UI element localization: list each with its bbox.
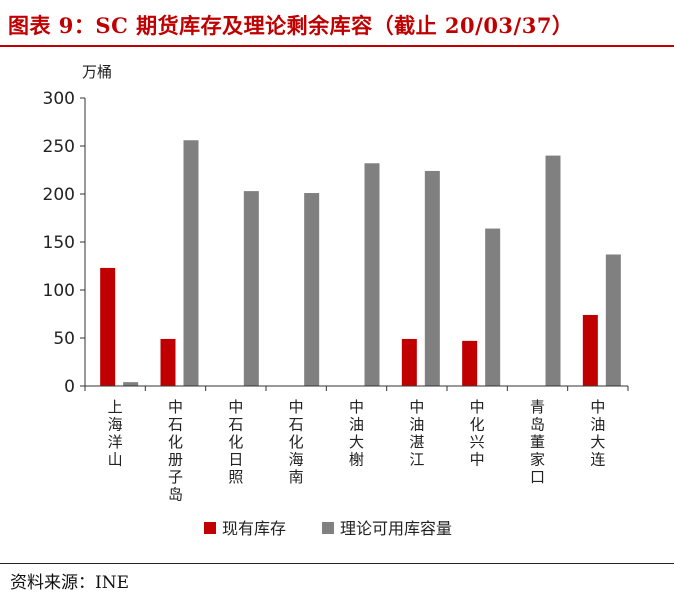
bar-current-2 — [160, 338, 176, 386]
y-tick-label: 100 — [43, 281, 75, 301]
legend-current-swatch — [204, 522, 216, 534]
bar-remaining-3 — [243, 191, 259, 386]
x-category-label: 中油湛江 — [409, 398, 424, 469]
title-divider — [0, 45, 674, 47]
x-category-label: 上海洋山 — [108, 398, 123, 469]
bar-remaining-5 — [364, 163, 380, 386]
bar-chart: 万桶 0 50 100 150 200 250 300 上海洋山 中石化册子岛 中石化日照 中石化… — [43, 63, 629, 538]
bar-remaining-4 — [304, 193, 320, 386]
bar-remaining-8 — [545, 155, 561, 386]
y-tick-label: 50 — [53, 329, 75, 349]
bar-remaining-2 — [183, 140, 199, 386]
chart-title: 图表 9：SC 期货库存及理论剩余库容（截止 20/03/37） — [8, 13, 574, 38]
legend-current-label: 现有库存 — [222, 519, 286, 538]
x-category-label: 中油大榭 — [349, 398, 364, 469]
legend-remaining-label: 理论可用库容量 — [340, 519, 452, 538]
source-note: 资料来源：INE — [10, 573, 129, 593]
bar-remaining-1 — [123, 382, 139, 386]
y-tick-label: 300 — [43, 89, 75, 109]
bar-current-9 — [582, 314, 598, 386]
y-tick-label: 0 — [64, 377, 75, 397]
y-axis-unit: 万桶 — [82, 63, 112, 81]
bar-current-7 — [462, 340, 478, 386]
bar-remaining-6 — [424, 170, 440, 386]
y-tick-label: 250 — [43, 137, 75, 157]
x-category-label: 中石化海南 — [289, 398, 304, 486]
bar-current-1 — [100, 267, 116, 386]
bar-current-6 — [401, 338, 417, 386]
legend-remaining-swatch — [322, 522, 334, 534]
bar-remaining-7 — [485, 228, 501, 386]
bar-remaining-9 — [605, 254, 621, 386]
source-divider — [0, 563, 674, 564]
x-category-label: 中化兴中 — [470, 398, 485, 469]
x-category-label: 青岛董家口 — [530, 398, 545, 486]
x-category-label: 中石化日照 — [228, 398, 243, 486]
y-tick-label: 150 — [43, 233, 75, 253]
x-category-label: 中石化册子岛 — [168, 398, 183, 504]
x-category-label: 中油大连 — [590, 398, 605, 469]
y-tick-label: 200 — [43, 185, 75, 205]
